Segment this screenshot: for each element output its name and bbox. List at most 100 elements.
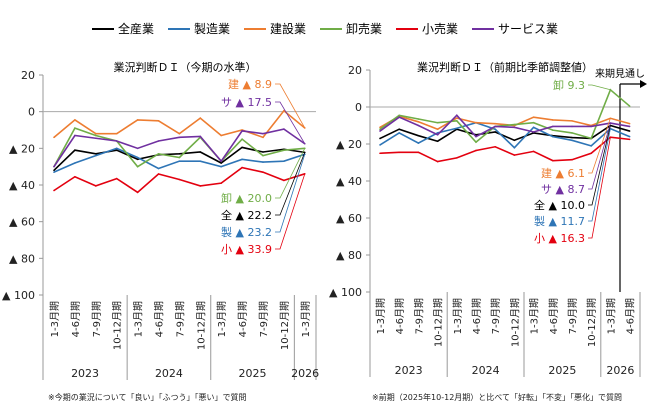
- x-tick-label: 10-12月期: [586, 298, 598, 347]
- data-point: [157, 120, 160, 122]
- data-label: 小 ▲ 16.3: [534, 232, 585, 245]
- data-point: [475, 149, 477, 152]
- data-point: [220, 134, 222, 137]
- y-tick-label: ▲ 80: [9, 252, 35, 265]
- data-point: [115, 177, 118, 180]
- x-tick-label: 1-3月期: [300, 301, 312, 337]
- data-point: [379, 152, 381, 155]
- legend-label: 建設業: [269, 22, 306, 36]
- series-line-製造業: [379, 121, 630, 149]
- data-point: [494, 128, 497, 130]
- data-point: [379, 126, 381, 129]
- data-point: [552, 119, 554, 121]
- data-point: [532, 116, 535, 118]
- data-point: [115, 149, 118, 151]
- x-tick-label: 7-9月期: [91, 301, 103, 337]
- x-tick-label: 10-12月期: [112, 301, 124, 350]
- year-label: 2023: [395, 364, 423, 377]
- legend-item: 卸売業: [320, 20, 382, 37]
- data-label: 建 ▲ 8.9: [228, 77, 272, 91]
- x-tick-label: 4-6月期: [625, 298, 637, 334]
- data-point: [436, 160, 439, 163]
- legend-item: 建設業: [243, 20, 306, 37]
- data-point: [513, 154, 516, 156]
- data-point: [74, 127, 76, 129]
- year-label: 2026: [291, 367, 319, 380]
- data-point: [475, 135, 477, 138]
- data-point: [178, 153, 181, 155]
- data-point: [436, 140, 439, 143]
- leader-line: [275, 101, 306, 144]
- data-point: [241, 158, 243, 161]
- x-tick-label: 4-6月期: [548, 298, 560, 334]
- data-point: [199, 160, 202, 162]
- data-point: [95, 134, 97, 137]
- data-point: [95, 153, 97, 155]
- leader-line: [588, 84, 611, 91]
- data-label: サ ▲ 8.7: [541, 183, 585, 196]
- legend-label: 小売業: [422, 22, 459, 36]
- data-point: [456, 157, 458, 159]
- x-tick-label: 1-3月期: [216, 301, 228, 337]
- data-point: [241, 146, 243, 149]
- y-tick-label: 0: [355, 101, 362, 114]
- data-point: [590, 145, 592, 147]
- data-point: [241, 130, 243, 132]
- data-point: [398, 132, 401, 134]
- x-tick-label: 7-9月期: [174, 301, 186, 337]
- data-point: [590, 125, 592, 128]
- data-point: [417, 134, 420, 137]
- data-label: サ ▲ 17.5: [221, 96, 272, 109]
- legend-item: サービス業: [472, 20, 558, 37]
- data-point: [220, 165, 222, 168]
- x-tick-label: 7-9月期: [490, 298, 502, 334]
- data-point: [283, 179, 285, 182]
- data-point: [220, 162, 222, 164]
- data-point: [74, 134, 76, 137]
- data-point: [262, 151, 264, 153]
- chart-2: 業況判断ＤＩ（前期比季節調整値） 20 0 ▲ 20 ▲ 40 ▲ 60 ▲ 80 ▲ 100…: [329, 60, 647, 402]
- data-point: [571, 158, 573, 161]
- leader-line: [275, 154, 306, 233]
- data-point: [178, 136, 181, 139]
- year-label: 2023: [71, 367, 99, 380]
- data-label: 卸 ▲ 20.0: [221, 191, 272, 205]
- data-point: [157, 140, 160, 142]
- data-point: [283, 128, 285, 130]
- x-tick-label: 1-3月期: [375, 298, 387, 334]
- footnote: ※今期の業況について「良い」「ふつう」「悪い」で質問: [48, 392, 246, 402]
- data-point: [136, 191, 139, 194]
- data-point: [513, 126, 516, 129]
- series-line-卸売業: [379, 88, 631, 144]
- data-label: 建 ▲ 6.1: [541, 166, 585, 180]
- series-line-サービス業: [379, 114, 630, 138]
- x-tick-label: 4-6月期: [70, 301, 82, 337]
- data-point: [513, 123, 516, 126]
- legend-label: 卸売業: [346, 22, 383, 36]
- data-point: [53, 189, 55, 192]
- x-tick-label: 4-6月期: [237, 301, 249, 337]
- data-point: [199, 135, 202, 138]
- data-point: [436, 133, 439, 136]
- data-point: [628, 138, 631, 141]
- legend-label: サービス業: [498, 22, 559, 36]
- data-point: [532, 126, 535, 129]
- data-point: [53, 171, 55, 173]
- legend-swatch: [167, 27, 190, 30]
- data-point: [513, 139, 516, 142]
- data-point: [590, 152, 592, 155]
- data-point: [417, 121, 420, 123]
- data-label: 全 ▲ 22.2: [221, 208, 272, 222]
- data-point: [417, 124, 420, 127]
- data-point: [532, 150, 535, 153]
- data-point: [628, 135, 631, 138]
- data-point: [220, 182, 222, 184]
- x-tick-label: 4-6月期: [154, 301, 166, 337]
- legend-swatch: [396, 27, 419, 30]
- legend-swatch: [472, 27, 495, 30]
- chart-1: 業況判断ＤＩ（今期の水準） 20 0 ▲ 20 ▲ 40 ▲ 60 ▲ 80 ▲ 100 1-3…: [2, 60, 319, 402]
- x-tick-label: 10-12月期: [195, 301, 207, 350]
- y-tick-label: 20: [21, 69, 35, 82]
